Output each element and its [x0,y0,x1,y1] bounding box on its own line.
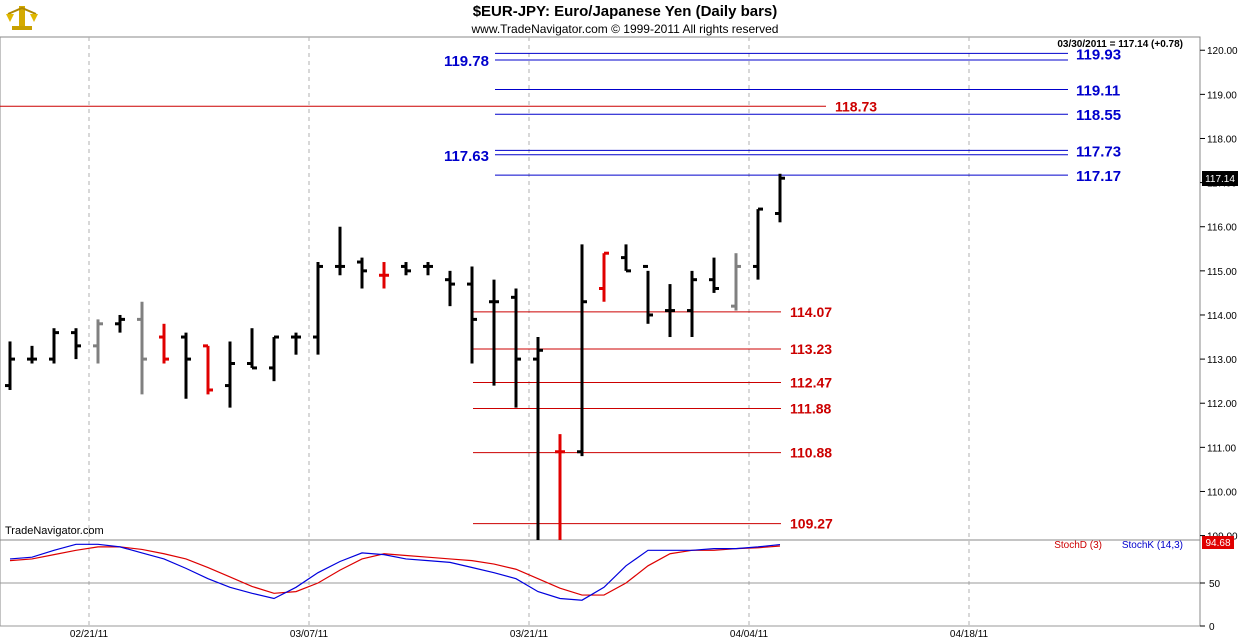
ohlc-bar [533,337,543,540]
y-tick-label: 115.00 [1207,267,1237,278]
ohlc-bar [643,264,653,324]
level-label: 119.93 [1076,46,1121,63]
level-label: 117.17 [1076,168,1121,185]
ohlc-bar [291,332,301,355]
level-label: 111.88 [790,401,831,417]
ohlc-bar [159,323,169,364]
x-tick-label: 03/07/11 [290,629,329,640]
level-label: 118.73 [835,98,877,114]
stoch-last-value: 94.68 [1205,538,1230,549]
level-label: 112.47 [790,374,832,390]
y-tick-label: 110.00 [1207,487,1237,498]
ohlc-bar [71,328,81,360]
legend-stoch-d: StochD (3) [1054,540,1102,551]
ohlc-bar [335,226,345,276]
ohlc-bar [313,262,323,355]
ohlc-bar [753,207,763,280]
ohlc-bar [687,270,697,338]
ohlc-bar [577,244,587,457]
stoch-value-tag: 94.68 [1202,536,1234,549]
stoch-line [9,545,781,596]
ohlc-bar [511,288,521,408]
ohlc-bar [665,284,675,338]
last-price-tag: 117.14 [1202,171,1238,186]
ohlc-bar [27,345,37,364]
ohlc-bar [49,328,59,364]
y-tick-label: 113.00 [1207,355,1237,366]
level-label: 114.07 [790,304,832,320]
ohlc-bar [5,341,15,390]
x-tick-label: 02/21/11 [70,629,109,640]
y-tick-label: 119.00 [1207,90,1237,101]
price-bars [5,173,785,540]
level-label: 119.78 [444,53,489,70]
trade-navigator-logo-icon [6,6,38,30]
level-label: 110.88 [790,445,832,461]
stochastic-legend: StochD (3) StochK (14,3) [1054,540,1183,551]
ohlc-bar [181,332,191,399]
stoch-line [9,543,781,601]
ohlc-bar [709,257,719,293]
ohlc-bar [247,328,257,370]
ohlc-bar [731,253,741,311]
ohlc-bar [357,257,367,289]
y-tick-label: 120.00 [1207,46,1238,57]
ohlc-bar [423,262,433,276]
y-tick-label: 111.00 [1207,443,1237,454]
y-tick-label: 118.00 [1207,134,1237,145]
ohlc-bar [379,262,389,289]
ohlc-bar [467,266,477,364]
ohlc-bar [203,344,213,395]
level-label: 113.23 [790,341,832,357]
watermark: TradeNavigator.com [5,525,104,537]
ohlc-bar [269,335,279,382]
ohlc-bar [137,301,147,395]
level-label: 117.73 [1076,143,1121,160]
level-label: 109.27 [790,516,833,532]
stochastic-lines [9,543,781,601]
x-tick-label: 04/04/11 [730,629,769,640]
ohlc-bar [555,434,565,540]
x-tick-label: 03/21/11 [510,629,549,640]
level-label: 119.11 [1076,83,1120,100]
ohlc-bar [445,270,455,307]
ohlc-bar [775,173,785,223]
y-tick-label: 116.00 [1207,223,1237,234]
ohlc-bar [401,262,411,276]
y-tick-label: 112.00 [1207,399,1237,410]
last-price-label: 117.14 [1205,174,1235,185]
ohlc-bar [115,314,125,333]
level-label: 117.63 [444,148,489,165]
level-label: 118.55 [1076,107,1121,124]
last-quote: 03/30/2011 = 117.14 (+0.78) [1057,39,1183,50]
y-tick-label: 114.00 [1207,311,1237,322]
legend-stoch-k: StochK (14,3) [1122,540,1183,551]
x-axis-ticks: 02/21/11 03/07/11 03/21/11 04/04/11 04/18/11 [70,629,989,640]
ohlc-bar [621,244,631,273]
chart-subtitle: www.TradeNavigator.com © 1999-2011 All r… [471,22,779,36]
stoch-y-tick-label: 0 [1209,622,1215,633]
x-tick-label: 04/18/11 [950,629,989,640]
ohlc-bar [599,251,609,302]
level-lines: 119.93 119.78 119.11 118.73 118.55 117.73 117.… [0,46,1121,532]
ohlc-bar [93,319,103,364]
ohlc-bar [489,279,499,386]
stoch-y-tick-label: 50 [1209,579,1221,590]
gridlines [0,37,1200,627]
ohlc-bar [225,341,235,408]
chart-title: $EUR-JPY: Euro/Japanese Yen (Daily bars) [473,3,778,20]
